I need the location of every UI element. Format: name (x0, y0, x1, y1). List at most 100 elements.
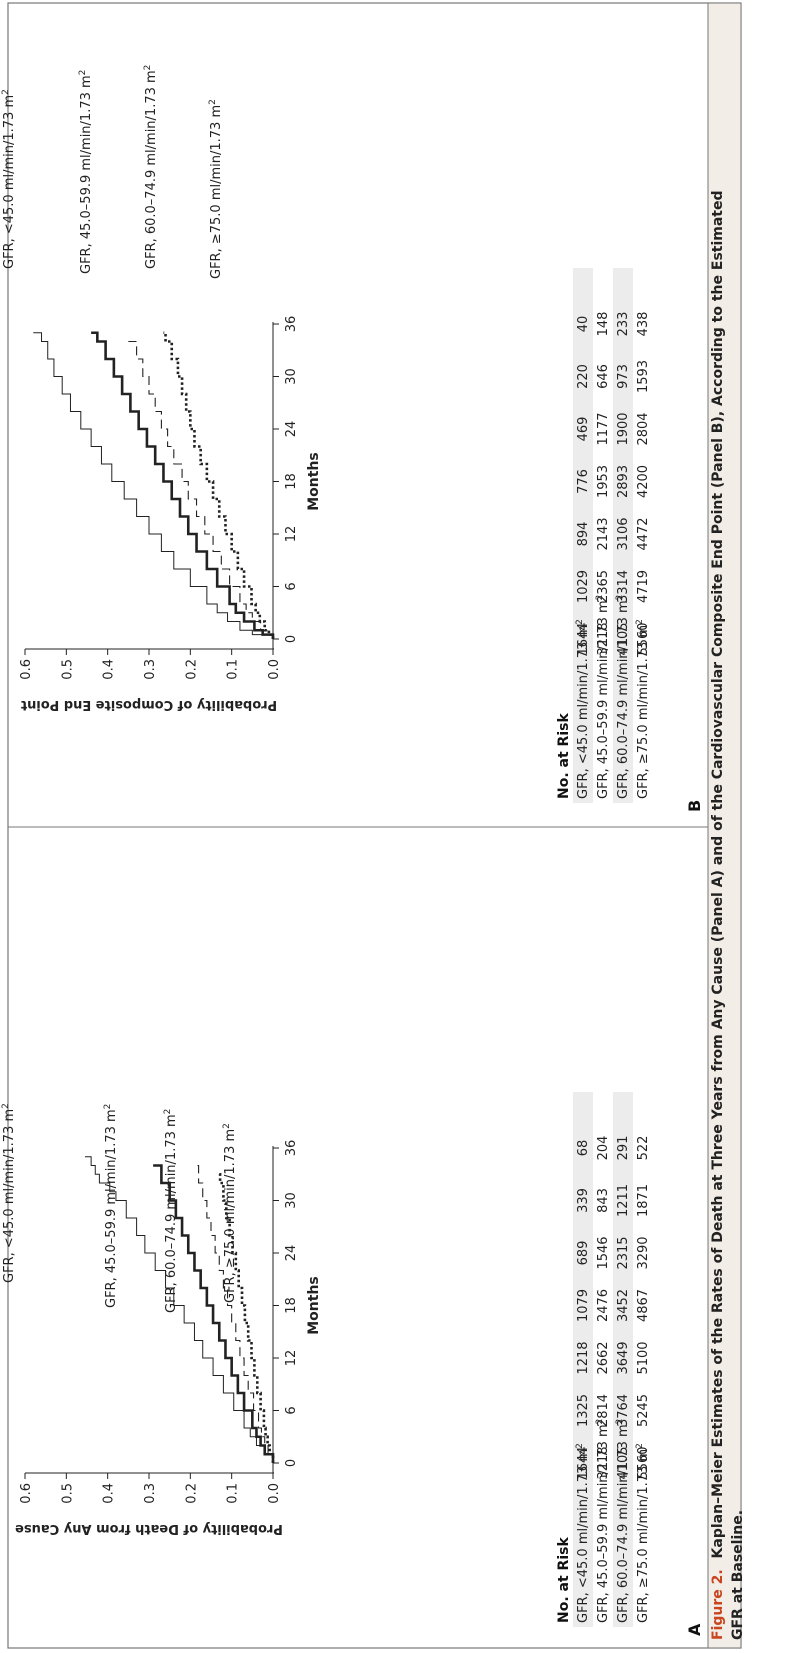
x-tick-label: 18 (284, 1297, 299, 1314)
risk-cell: 2315 (616, 1236, 631, 1269)
series-line (91, 331, 275, 639)
x-tick-label: 12 (284, 1350, 299, 1367)
risk-row-shade (573, 268, 593, 803)
panel-label: B (685, 800, 704, 812)
risk-row-label: GFR, <45.0 ml/min/1.73 m2 (575, 619, 591, 799)
risk-row-label: GFR, ≥75.0 ml/min/1.73 m2 (635, 1443, 651, 1623)
series-end-label: GFR, 45.0–59.9 ml/min/1.73 m2 (78, 70, 94, 274)
risk-cell: 1871 (636, 1184, 651, 1217)
risk-cell: 3106 (616, 517, 631, 550)
risk-cell: 1953 (596, 465, 611, 498)
risk-cell: 2804 (636, 412, 651, 445)
risk-cell: 1211 (616, 1184, 631, 1217)
risk-row-label: GFR, 60.0–74.9 ml/min/1.73 m2 (615, 1419, 631, 1623)
x-tick-label: 6 (284, 1406, 299, 1414)
risk-cell: 2143 (596, 517, 611, 550)
risk-row-shade (613, 268, 633, 803)
y-tick-label: 0.2 (184, 1483, 199, 1504)
series-end-label: GFR, <45.0 ml/min/1.73 m2 (1, 1103, 17, 1283)
risk-row-shade (613, 1092, 633, 1627)
x-axis-label: Months (306, 1276, 322, 1335)
y-axis-label: Probability of Death from Any Cause (15, 1521, 283, 1536)
y-tick-label: 0.6 (19, 659, 34, 680)
risk-cell: 3218 (596, 1446, 611, 1479)
series-end-label: GFR, ≥75.0 ml/min/1.73 m2 (222, 1123, 238, 1303)
figure-caption: Figure 2. Kaplan–Meier Estimates of the … (710, 190, 746, 1640)
series-line (153, 1164, 275, 1463)
risk-cell: 291 (616, 1136, 631, 1161)
risk-cell: 1900 (616, 412, 631, 445)
risk-cell: 3764 (616, 1394, 631, 1427)
risk-cell: 68 (576, 1140, 591, 1157)
x-tick-label: 24 (284, 1245, 299, 1262)
x-tick-label: 12 (284, 526, 299, 543)
y-tick-label: 0.4 (102, 659, 117, 680)
risk-cell: 469 (576, 417, 591, 442)
caption-line-2: GFR at Baseline. (730, 1510, 746, 1640)
series-end-label: GFR, ≥75.0 ml/min/1.73 m2 (208, 99, 224, 279)
series-line (84, 1156, 274, 1463)
risk-cell: 1218 (576, 1341, 591, 1374)
risk-row-shade (573, 1092, 593, 1627)
x-tick-label: 6 (284, 582, 299, 590)
risk-cell: 438 (636, 312, 651, 337)
risk-cell: 2893 (616, 465, 631, 498)
risk-cell: 646 (596, 364, 611, 389)
y-tick-label: 0.3 (143, 1483, 158, 1504)
risk-cell: 5560 (636, 622, 651, 655)
risk-cell: 1079 (576, 1289, 591, 1322)
risk-cell: 1177 (596, 412, 611, 445)
risk-cell: 973 (616, 364, 631, 389)
risk-cell: 3649 (616, 1341, 631, 1374)
risk-cell: 4105 (616, 622, 631, 655)
y-tick-label: 0.1 (226, 1483, 241, 1504)
risk-cell: 3452 (616, 1289, 631, 1322)
risk-row-label: GFR, ≥75.0 ml/min/1.73 m2 (635, 619, 651, 799)
caption-label: Figure 2. (710, 1569, 726, 1640)
risk-cell: 2814 (596, 1394, 611, 1427)
risk-row-label: GFR, <45.0 ml/min/1.73 m2 (575, 1443, 591, 1623)
risk-cell: 4200 (636, 465, 651, 498)
series-end-label: GFR, 60.0–74.9 ml/min/1.73 m2 (163, 1109, 179, 1313)
risk-cell: 4867 (636, 1289, 651, 1322)
x-tick-label: 30 (284, 1192, 299, 1209)
y-tick-label: 0.5 (60, 659, 75, 680)
y-tick-label: 0.5 (60, 1483, 75, 1504)
risk-table-title: No. at Risk (556, 713, 572, 799)
x-tick-label: 36 (284, 316, 299, 333)
risk-cell: 4719 (636, 570, 651, 603)
risk-row-label: GFR, 45.0–59.9 ml/min/1.73 m2 (595, 595, 611, 799)
x-tick-label: 0 (284, 635, 299, 643)
risk-cell: 5560 (636, 1446, 651, 1479)
risk-cell: 3218 (596, 622, 611, 655)
risk-row-label: GFR, 60.0–74.9 ml/min/1.73 m2 (615, 595, 631, 799)
series-line (33, 332, 274, 639)
risk-cell: 522 (636, 1136, 651, 1161)
risk-cell: 1644 (576, 1446, 591, 1479)
y-tick-label: 0.3 (143, 659, 158, 680)
y-tick-label: 0.0 (267, 659, 282, 680)
risk-cell: 843 (596, 1188, 611, 1213)
risk-cell: 894 (576, 522, 591, 547)
y-axis-label: Probability of Composite End Point (21, 697, 277, 712)
caption-text: Kaplan–Meier Estimates of the Rates of D… (710, 190, 726, 1558)
panel-a: A 0.0 0.1 0.2 0.3 0.4 0.5 0.6 Probability of Dea… (1, 1092, 704, 1636)
x-axis-label: Months (306, 452, 322, 511)
risk-cell: 1593 (636, 360, 651, 393)
series-line (194, 1164, 274, 1463)
risk-cell: 204 (596, 1136, 611, 1161)
series-end-label: GFR, 60.0–74.9 ml/min/1.73 m2 (143, 65, 159, 269)
y-tick-label: 0.4 (102, 1483, 117, 1504)
caption-background (707, 2, 742, 1649)
y-tick-label: 0.1 (226, 659, 241, 680)
risk-cell: 689 (576, 1241, 591, 1266)
risk-table-title: No. at Risk (556, 1537, 572, 1623)
caption-line-1: Figure 2. Kaplan–Meier Estimates of the … (710, 190, 726, 1640)
risk-cell: 1546 (596, 1236, 611, 1269)
risk-cell: 1644 (576, 622, 591, 655)
y-tick-label: 0.0 (267, 1483, 282, 1504)
series-end-label: GFR, 45.0–59.9 ml/min/1.73 m2 (103, 1104, 119, 1308)
risk-cell: 1325 (576, 1394, 591, 1427)
risk-cell: 2476 (596, 1289, 611, 1322)
